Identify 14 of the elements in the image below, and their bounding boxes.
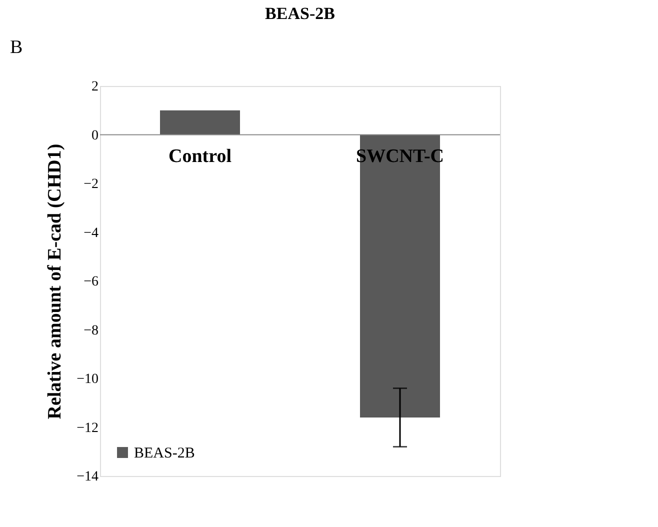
legend-label: BEAS-2B [134, 446, 195, 462]
y-tick-label: −8 [84, 323, 98, 338]
x-tick-label: Control [168, 146, 232, 167]
y-tick-label: 0 [92, 128, 98, 144]
y-tick-label: −2 [84, 177, 98, 192]
y-tick-label: 2 [92, 80, 98, 94]
y-tick-label: −4 [84, 226, 98, 241]
text: B [10, 37, 23, 58]
chart-title: BEAS-2B [265, 4, 335, 23]
y-tick-label: −10 [76, 372, 98, 387]
y-tick-label: −6 [84, 274, 98, 290]
y-tick-label: −14 [76, 470, 98, 484]
y-axis-title: Relative amount of E-cad (CHD1) [44, 144, 66, 420]
y-tick-label: −12 [76, 420, 98, 436]
